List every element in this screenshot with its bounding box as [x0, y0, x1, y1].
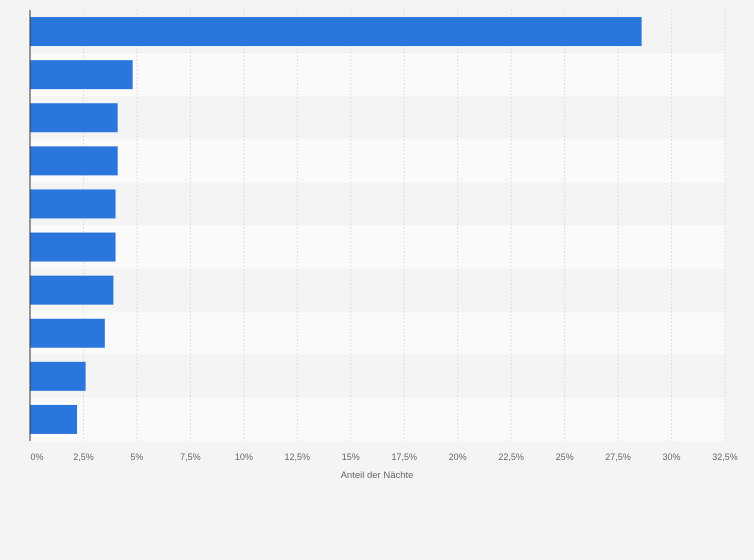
- row-band: [30, 311, 725, 355]
- x-tick-label: 0%: [30, 452, 43, 462]
- bar[interactable]: [30, 60, 133, 90]
- row-band: [30, 96, 725, 140]
- x-axis-title: Anteil der Nächte: [341, 470, 414, 481]
- bar[interactable]: [30, 232, 116, 262]
- row-band: [30, 139, 725, 183]
- x-tick-label: 2,5%: [73, 452, 94, 462]
- row-band: [30, 268, 725, 312]
- bar[interactable]: [30, 275, 114, 305]
- x-tick-label: 20%: [449, 452, 467, 462]
- row-band: [30, 354, 725, 398]
- bars: [30, 17, 642, 434]
- x-tick-label: 22,5%: [498, 452, 524, 462]
- x-tick-label: 12,5%: [285, 452, 311, 462]
- x-tick-label: 32,5%: [712, 452, 738, 462]
- row-band: [30, 53, 725, 97]
- x-tick-label: 7,5%: [180, 452, 201, 462]
- bar[interactable]: [30, 103, 118, 133]
- row-band: [30, 397, 725, 441]
- row-band: [30, 182, 725, 226]
- x-tick-label: 30%: [663, 452, 681, 462]
- x-tick-labels: 0% 2,5% 5% 7,5% 10% 12,5% 15% 17,5% 20% 22,5% 25% 2…: [30, 452, 737, 462]
- x-tick-label: 15%: [342, 452, 360, 462]
- row-band: [30, 225, 725, 269]
- bar[interactable]: [30, 318, 105, 348]
- bar[interactable]: [30, 17, 642, 47]
- x-tick-label: 27,5%: [605, 452, 631, 462]
- bar[interactable]: [30, 189, 116, 219]
- x-tick-label: 10%: [235, 452, 253, 462]
- bar[interactable]: [30, 146, 118, 176]
- x-tick-label: 25%: [556, 452, 574, 462]
- bar[interactable]: [30, 404, 78, 434]
- bar[interactable]: [30, 361, 86, 391]
- row-bands: [30, 10, 725, 441]
- x-tick-label: 17,5%: [391, 452, 417, 462]
- x-tick-label: 5%: [130, 452, 143, 462]
